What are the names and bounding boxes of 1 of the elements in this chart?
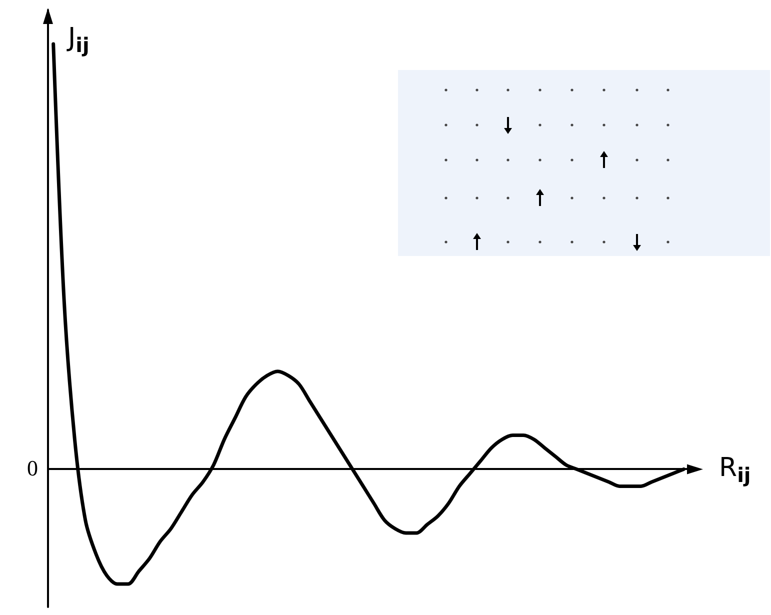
text: 0 (27, 456, 38, 481)
